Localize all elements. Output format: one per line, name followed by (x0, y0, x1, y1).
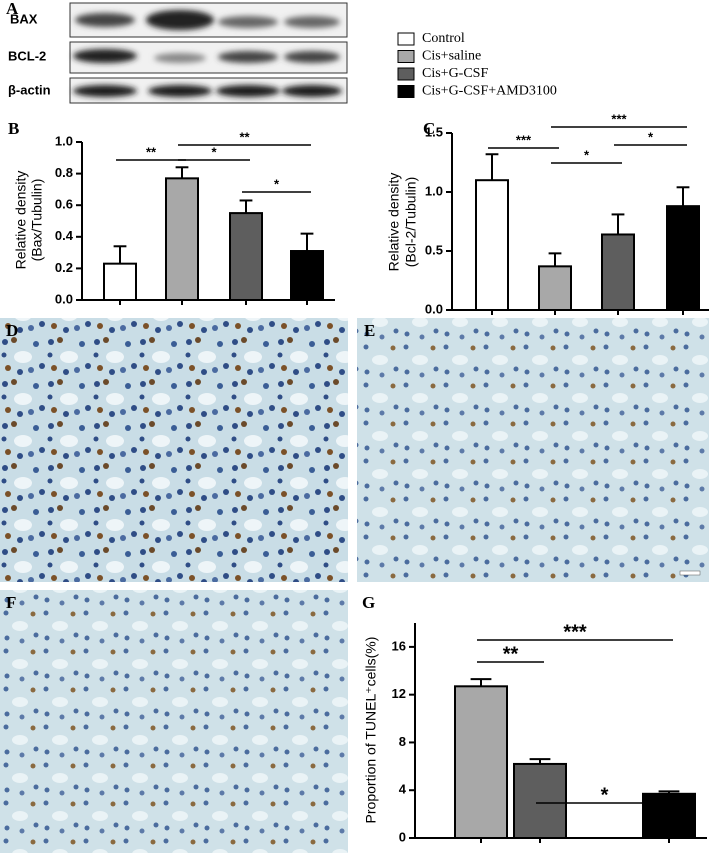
legend-swatch (397, 50, 415, 63)
significance-label: *** (563, 621, 587, 643)
y-tick-label: 0.6 (55, 197, 73, 212)
y-tick-label: 0.8 (55, 165, 73, 180)
micrograph (0, 318, 348, 582)
y-tick-label: 1.0 (55, 133, 73, 148)
y-tick-label: 12 (392, 686, 406, 701)
significance-label: * (584, 147, 590, 162)
scale-bar (679, 570, 701, 576)
y-tick-label: 1.5 (425, 124, 443, 139)
y-axis-title: (Bax/Tubulin) (29, 179, 45, 262)
y-tick-label: 8 (399, 734, 406, 749)
micrograph (0, 590, 348, 853)
legend-swatch (397, 85, 415, 98)
panel-label: E (364, 321, 375, 340)
bar (454, 685, 508, 839)
y-axis-title: (Bcl-2/Tubulin) (403, 177, 419, 268)
micrograph (357, 318, 709, 582)
panel-label: G (362, 593, 375, 612)
bar (513, 762, 567, 840)
legend-label: Cis+G-CSF (422, 66, 488, 81)
legend-swatch (397, 67, 415, 81)
western-blot (69, 2, 348, 104)
panel-label: F (6, 593, 16, 612)
significance-label: *** (611, 111, 627, 126)
bar (229, 212, 263, 302)
y-tick-label: 0.0 (55, 291, 73, 306)
significance-label: ** (503, 643, 519, 665)
bar (290, 250, 324, 302)
y-axis-title: Proportion of TUNEL⁺cells(%) (363, 637, 379, 824)
significance-label: * (601, 784, 609, 806)
panel-label: B (8, 119, 19, 138)
bar (475, 179, 509, 311)
bar (103, 262, 137, 302)
significance-label: * (274, 176, 280, 191)
legend-label: Control (422, 31, 465, 46)
bar (642, 792, 696, 839)
legend-swatch (397, 32, 415, 46)
significance-label: ** (239, 129, 250, 144)
panel-label: A (6, 0, 19, 18)
panel-label: D (6, 321, 18, 340)
bar (538, 265, 572, 311)
significance-label: *** (516, 132, 532, 147)
legend-label: Cis+G-CSF+AMD3100 (422, 84, 557, 99)
panel-label: C (423, 119, 435, 138)
y-tick-label: 0.4 (55, 228, 74, 243)
y-axis-title: Relative density (13, 171, 29, 270)
significance-label: * (211, 144, 217, 159)
y-tick-label: 4 (399, 782, 407, 797)
y-tick-label: 1.0 (425, 183, 443, 198)
bar (601, 233, 635, 311)
y-tick-label: 0.0 (425, 301, 443, 316)
y-tick-label: 16 (392, 638, 406, 653)
y-tick-label: 0 (399, 829, 406, 844)
legend: Control Cis+saline Cis+G-CSF Cis+G-CSF+AMD3… (397, 31, 557, 99)
blot-label: BCL-2 (8, 48, 46, 63)
blot-label: BAX (10, 11, 38, 26)
significance-label: * (648, 129, 654, 144)
y-tick-label: 0.5 (425, 242, 443, 257)
bar (165, 177, 199, 301)
blot-label: β-actin (8, 82, 51, 97)
bar (666, 205, 700, 311)
significance-label: ** (146, 144, 157, 159)
y-axis-title: Relative density (386, 173, 402, 272)
y-tick-label: 0.2 (55, 260, 73, 275)
legend-label: Cis+saline (422, 49, 481, 64)
